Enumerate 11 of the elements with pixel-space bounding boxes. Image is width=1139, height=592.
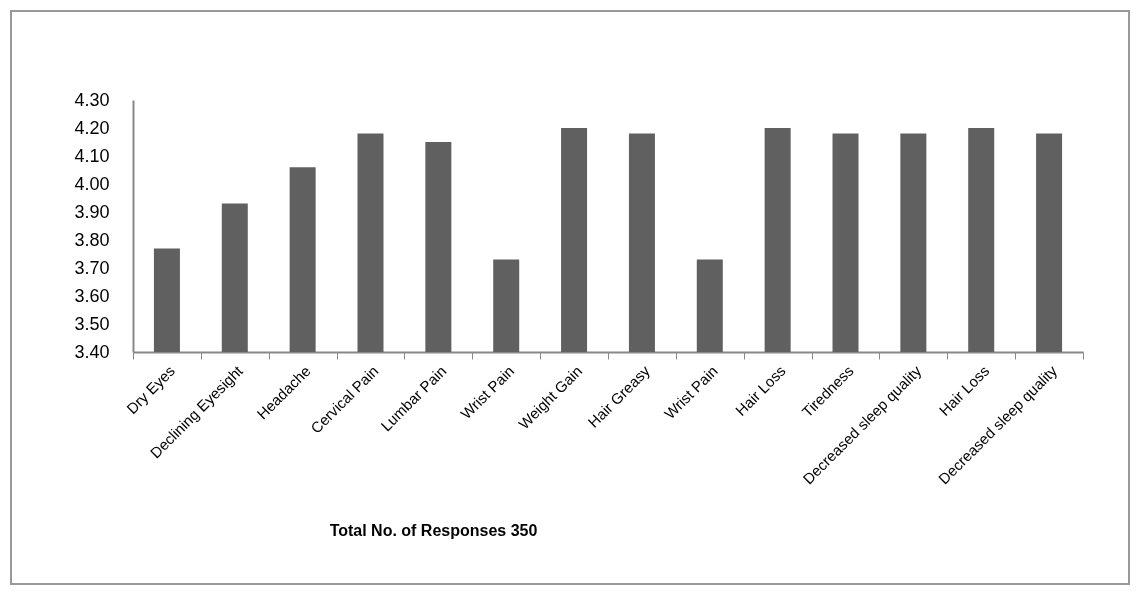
y-tick-label: 3.90 <box>74 201 110 222</box>
y-tick-label: 3.60 <box>74 285 110 306</box>
y-tick-label: 3.80 <box>74 229 110 250</box>
y-tick-label: 4.10 <box>74 145 110 166</box>
y-tick-label: 3.50 <box>74 313 110 334</box>
y-tick-label: 3.40 <box>74 341 110 362</box>
x-axis-title: Total No. of Responses 350 <box>329 521 538 539</box>
y-tick-label: 4.00 <box>74 173 110 194</box>
y-tick-label: 4.20 <box>74 117 110 138</box>
y-tick-label: 3.70 <box>74 257 110 278</box>
y-tick-label: 4.30 <box>74 89 110 110</box>
